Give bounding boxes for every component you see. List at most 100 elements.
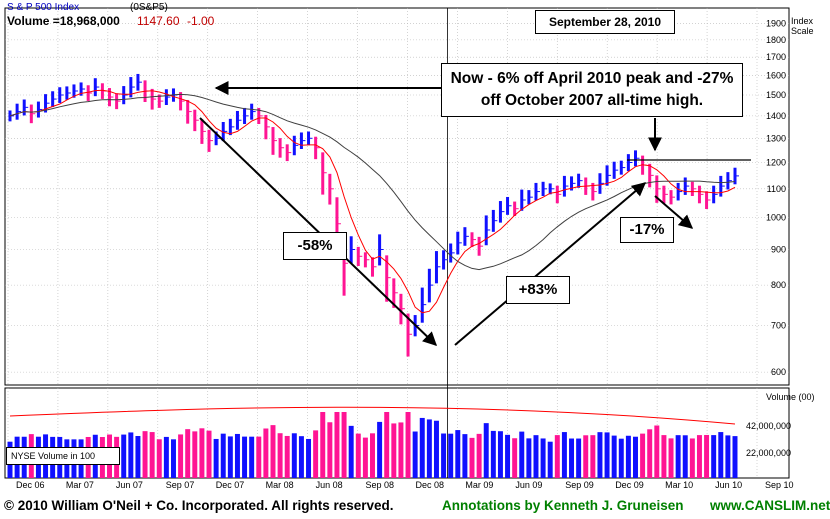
volume-bar <box>661 435 667 478</box>
volume-tick-42m: 42,000,000 <box>746 421 792 431</box>
volume-bar <box>384 412 390 478</box>
volume-bar <box>569 438 575 478</box>
last-price: 1147.60 <box>137 14 180 28</box>
volume-bar <box>483 423 489 478</box>
x-tick-label: Dec 06 <box>16 480 45 490</box>
volume-bar <box>561 432 567 478</box>
volume-bar <box>469 437 475 478</box>
x-tick-label: Dec 08 <box>415 480 444 490</box>
annotations-credit: Annotations by Kenneth J. Gruneisen <box>442 498 684 513</box>
volume-bar <box>306 438 312 478</box>
volume-bar <box>633 436 638 478</box>
index-name: S & P 500 Index <box>7 2 80 13</box>
x-tick-label: Sep 09 <box>565 480 594 490</box>
axis-title-scale: Scale <box>791 26 814 36</box>
y-tick-label: 1400 <box>766 111 786 121</box>
decline-annotation: -58% <box>283 232 347 260</box>
y-tick-label: 900 <box>771 244 786 254</box>
volume-bar <box>448 433 454 478</box>
volume-bar <box>348 425 354 478</box>
volume-bar <box>334 412 340 478</box>
volume-bar <box>576 438 582 478</box>
volume-bar <box>554 435 560 478</box>
y-tick-label: 1200 <box>766 157 786 167</box>
peak-annotation-line2: off October 2007 all-time high. <box>480 92 704 109</box>
volume-bar <box>405 412 411 478</box>
volume-bar <box>263 428 269 478</box>
volume-bar <box>199 428 205 478</box>
volume-bar <box>234 433 240 478</box>
volume-bar <box>519 431 525 478</box>
volume-bar <box>426 419 432 478</box>
volume-bar <box>412 431 418 478</box>
volume-bar <box>675 435 681 478</box>
volume-bar <box>220 433 226 478</box>
volume-bar <box>540 438 546 478</box>
date-box: September 28, 2010 <box>535 10 675 34</box>
y-tick-label: 1700 <box>766 52 786 62</box>
x-tick-label: Mar 10 <box>665 480 693 490</box>
volume-bar <box>128 432 134 478</box>
x-tick-label: Jun 10 <box>715 480 742 490</box>
volume-bar <box>718 432 724 478</box>
volume-bar <box>711 435 717 478</box>
volume-bar <box>590 435 596 478</box>
x-tick-label: Sep 07 <box>166 480 195 490</box>
x-tick-label: Jun 07 <box>116 480 143 490</box>
peak-annotation: Now - 6% off April 2010 peak and -27% of… <box>441 63 743 117</box>
volume-bar <box>341 412 347 478</box>
volume-bar <box>476 433 482 478</box>
volume-bar <box>682 435 688 478</box>
volume-bar <box>618 438 624 478</box>
volume-bar <box>441 433 447 478</box>
x-tick-label: Mar 09 <box>465 480 493 490</box>
volume-bar <box>725 435 731 478</box>
x-tick-label: Sep 08 <box>366 480 395 490</box>
x-tick-label: Jun 08 <box>316 480 343 490</box>
volume-bar <box>291 433 297 478</box>
volume-bar <box>227 436 233 478</box>
volume-bar <box>163 436 169 478</box>
volume-bar <box>462 434 468 478</box>
volume-bar <box>206 430 212 478</box>
volume-bar <box>178 434 184 478</box>
volume-bar <box>256 436 262 478</box>
volume-bar <box>704 434 710 478</box>
volume-readout: Volume =18,968,000 <box>7 14 120 28</box>
volume-bar <box>654 425 660 478</box>
volume-bar <box>284 435 290 478</box>
volume-bar <box>696 435 702 478</box>
volume-bar <box>121 434 127 478</box>
site-link[interactable]: www.CANSLIM.net <box>710 498 830 513</box>
volume-bar <box>455 430 461 478</box>
x-tick-label: Jun 09 <box>515 480 542 490</box>
volume-legend: NYSE Volume in 100 <box>6 447 120 465</box>
volume-bar <box>242 436 248 478</box>
volume-tick-22m: 22,000,000 <box>746 448 792 458</box>
volume-bar <box>533 435 539 478</box>
price-change: -1.00 <box>187 14 215 28</box>
volume-moving-average <box>9 406 736 425</box>
volume-bar <box>142 431 148 478</box>
volume-bar <box>170 439 176 478</box>
y-tick-label: 1100 <box>767 184 786 194</box>
volume-bar <box>419 417 425 478</box>
volume-bar <box>298 436 304 478</box>
volume-bar <box>277 433 283 478</box>
y-tick-label: 600 <box>771 367 786 377</box>
copyright-text: © 2010 William O'Neil + Co. Incorporated… <box>4 498 394 513</box>
volume-bar <box>313 430 319 478</box>
volume-bar <box>583 435 589 478</box>
volume-bar <box>362 437 368 478</box>
y-tick-label: 800 <box>771 280 786 290</box>
y-tick-label: 1000 <box>766 213 786 223</box>
volume-bar <box>320 412 326 478</box>
volume-bar <box>327 422 333 478</box>
volume-bar <box>490 430 496 478</box>
volume-bar <box>398 422 404 478</box>
correction-annotation: -17% <box>620 217 674 243</box>
volume-bar <box>497 431 503 478</box>
x-tick-label: Dec 09 <box>615 480 644 490</box>
volume-bar <box>647 429 653 478</box>
